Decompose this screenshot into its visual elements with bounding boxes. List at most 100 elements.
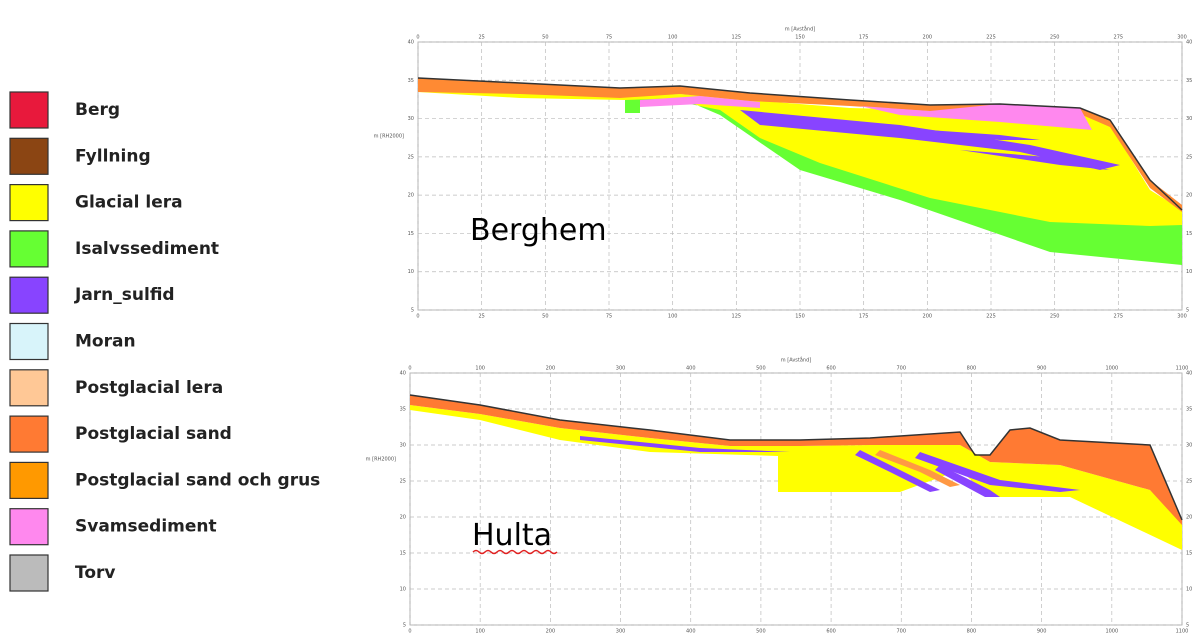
x-tick-label: 1100: [1176, 629, 1189, 635]
x-tick-label: 300: [616, 629, 626, 635]
y-tick-label: 30: [1186, 443, 1192, 449]
x-tick-label: 50: [542, 314, 548, 320]
x-axis-title: m [Avstånd]: [781, 357, 811, 364]
x-tick-label: 125: [732, 314, 742, 320]
x-tick-label: 800: [967, 366, 977, 372]
y-tick-label: 25: [1186, 154, 1192, 160]
y-tick-label: 10: [408, 269, 414, 275]
x-tick-label: 200: [546, 366, 556, 372]
legend-label: Glacial lera: [75, 193, 183, 213]
x-tick-label: 400: [686, 366, 696, 372]
y-tick-label: 25: [1186, 479, 1192, 485]
x-tick-label: 0: [416, 35, 419, 41]
x-tick-label: 100: [668, 314, 678, 320]
y-tick-label: 5: [403, 623, 406, 629]
x-tick-label: 400: [686, 629, 696, 635]
y-tick-label: 15: [1186, 551, 1192, 557]
y-tick-label: 25: [400, 479, 406, 485]
x-tick-label: 1000: [1105, 629, 1118, 635]
legend-swatch: [10, 416, 48, 452]
x-tick-label: 200: [923, 314, 933, 320]
y-tick-label: 20: [400, 515, 406, 521]
legend-swatch: [10, 509, 48, 545]
section-label: Hulta: [472, 518, 552, 553]
legend-label: Postglacial lera: [75, 378, 223, 398]
x-tick-label: 600: [826, 366, 836, 372]
y-tick-label: 35: [1186, 407, 1192, 413]
legend-swatch: [10, 555, 48, 591]
y-tick-label: 15: [400, 551, 406, 557]
x-tick-label: 600: [826, 629, 836, 635]
legend-label: Moran: [75, 332, 136, 352]
y-tick-label: 5: [1186, 623, 1189, 629]
x-tick-label: 225: [986, 314, 996, 320]
y-axis-title: m [RH2000]: [366, 457, 396, 463]
x-tick-label: 100: [475, 629, 485, 635]
y-tick-label: 10: [400, 587, 406, 593]
x-tick-label: 100: [668, 35, 678, 41]
legend-swatch: [10, 462, 48, 498]
y-tick-label: 15: [1186, 231, 1192, 237]
x-tick-label: 275: [1114, 314, 1124, 320]
y-tick-label: 40: [1186, 371, 1192, 377]
y-tick-label: 40: [408, 40, 414, 46]
x-tick-label: 275: [1114, 35, 1124, 41]
legend-swatch: [10, 370, 48, 406]
y-tick-label: 30: [1186, 116, 1192, 122]
y-tick-label: 30: [400, 443, 406, 449]
y-tick-label: 20: [1186, 515, 1192, 521]
legend-swatch: [10, 231, 48, 267]
x-tick-label: 1000: [1105, 366, 1118, 372]
x-tick-label: 0: [408, 629, 411, 635]
section-label: Berghem: [470, 213, 607, 248]
x-tick-label: 125: [732, 35, 742, 41]
legend-swatch: [10, 138, 48, 174]
y-tick-label: 10: [1186, 587, 1192, 593]
legend-label: Berg: [75, 100, 120, 120]
legend-label: Postglacial sand och grus: [75, 470, 320, 490]
y-tick-label: 5: [411, 308, 414, 314]
x-tick-label: 75: [606, 314, 612, 320]
y-tick-label: 40: [1186, 40, 1192, 46]
x-tick-label: 150: [795, 35, 805, 41]
x-tick-label: 700: [896, 629, 906, 635]
legend-label: Fyllning: [75, 146, 151, 166]
x-tick-label: 100: [475, 366, 485, 372]
legend-swatch: [10, 92, 48, 128]
x-tick-label: 700: [896, 366, 906, 372]
x-tick-label: 50: [542, 35, 548, 41]
y-tick-label: 35: [400, 407, 406, 413]
y-tick-label: 40: [400, 371, 406, 377]
x-tick-label: 25: [478, 35, 484, 41]
y-tick-label: 10: [1186, 269, 1192, 275]
legend-label: Svamsediment: [75, 517, 217, 537]
legend-swatch: [10, 277, 48, 313]
legend-label: Isalvssediment: [75, 239, 219, 259]
x-tick-label: 250: [1050, 314, 1060, 320]
y-tick-label: 20: [408, 193, 414, 199]
x-tick-label: 75: [606, 35, 612, 41]
legend-label: Jarn_sulfid: [74, 285, 175, 305]
y-tick-label: 20: [1186, 193, 1192, 199]
legend-swatch: [10, 185, 48, 221]
x-tick-label: 0: [416, 314, 419, 320]
y-tick-label: 35: [1186, 78, 1192, 84]
legend-label: Postglacial sand: [75, 424, 232, 444]
y-tick-label: 5: [1186, 308, 1189, 314]
x-tick-label: 500: [756, 629, 766, 635]
x-tick-label: 200: [546, 629, 556, 635]
x-tick-label: 900: [1037, 366, 1047, 372]
x-tick-label: 500: [756, 366, 766, 372]
x-tick-label: 300: [1177, 314, 1187, 320]
legend-swatch: [10, 324, 48, 360]
y-tick-label: 25: [408, 154, 414, 160]
x-tick-label: 900: [1037, 629, 1047, 635]
figure: Berg Fyllning Glacial lera Isalvssediment Ja…: [0, 0, 1203, 635]
y-axis-title: m [RH2000]: [374, 134, 404, 140]
x-tick-label: 225: [986, 35, 996, 41]
x-tick-label: 150: [795, 314, 805, 320]
x-tick-label: 200: [923, 35, 933, 41]
x-tick-label: 300: [616, 366, 626, 372]
y-tick-label: 35: [408, 78, 414, 84]
x-tick-label: 0: [408, 366, 411, 372]
